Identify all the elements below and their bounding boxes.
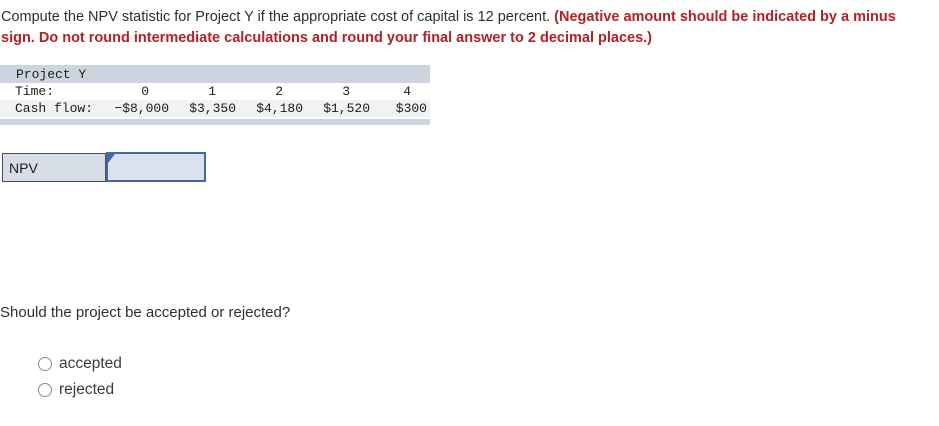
instructions-normal-text: Compute the NPV statistic for Project Y …	[1, 9, 555, 25]
cashflow-value: $300	[395, 101, 427, 116]
table-row-time: Time: 0 1 2 3 4	[0, 83, 430, 100]
accept-reject-question: Should the project be accepted or reject…	[0, 304, 291, 321]
table-title: Project Y	[0, 65, 430, 83]
time-row-label: Time:	[15, 84, 55, 99]
option-accepted-label: accepted	[59, 355, 122, 372]
option-rejected[interactable]: rejected	[38, 377, 122, 403]
radio-rejected-icon[interactable]	[38, 383, 52, 397]
npv-label-cell: NPV	[2, 153, 106, 182]
option-rejected-label: rejected	[59, 381, 115, 398]
time-value: 1	[208, 84, 216, 99]
npv-answer-row: NPV	[2, 152, 206, 182]
radio-accepted-icon[interactable]	[38, 357, 52, 371]
cashflow-row-label: Cash flow:	[15, 101, 94, 116]
npv-input[interactable]	[108, 154, 204, 180]
cashflow-value: $4,180	[256, 101, 303, 116]
npv-input-cell[interactable]	[106, 152, 206, 182]
option-accepted[interactable]: accepted	[38, 351, 122, 377]
cashflow-value: $1,520	[323, 101, 370, 116]
project-cashflow-table: Project Y Time: 0 1 2 3 4 Cash flow: −$8…	[0, 65, 430, 125]
cashflow-value: $3,350	[189, 101, 236, 116]
time-value: 0	[141, 84, 149, 99]
time-value: 4	[403, 84, 411, 99]
cashflow-value: −$8,000	[114, 101, 169, 116]
time-value: 2	[275, 84, 283, 99]
table-gap	[0, 117, 430, 119]
answer-options: accepted rejected	[38, 351, 122, 403]
time-value: 3	[342, 84, 350, 99]
question-instructions: Compute the NPV statistic for Project Y …	[1, 7, 917, 49]
instructions-emphasis-text: (Negative amount should be indicated by …	[1, 9, 896, 46]
table-row-cashflow: Cash flow: −$8,000 $3,350 $4,180 $1,520 …	[0, 100, 430, 117]
table-bottom-border	[0, 119, 430, 125]
